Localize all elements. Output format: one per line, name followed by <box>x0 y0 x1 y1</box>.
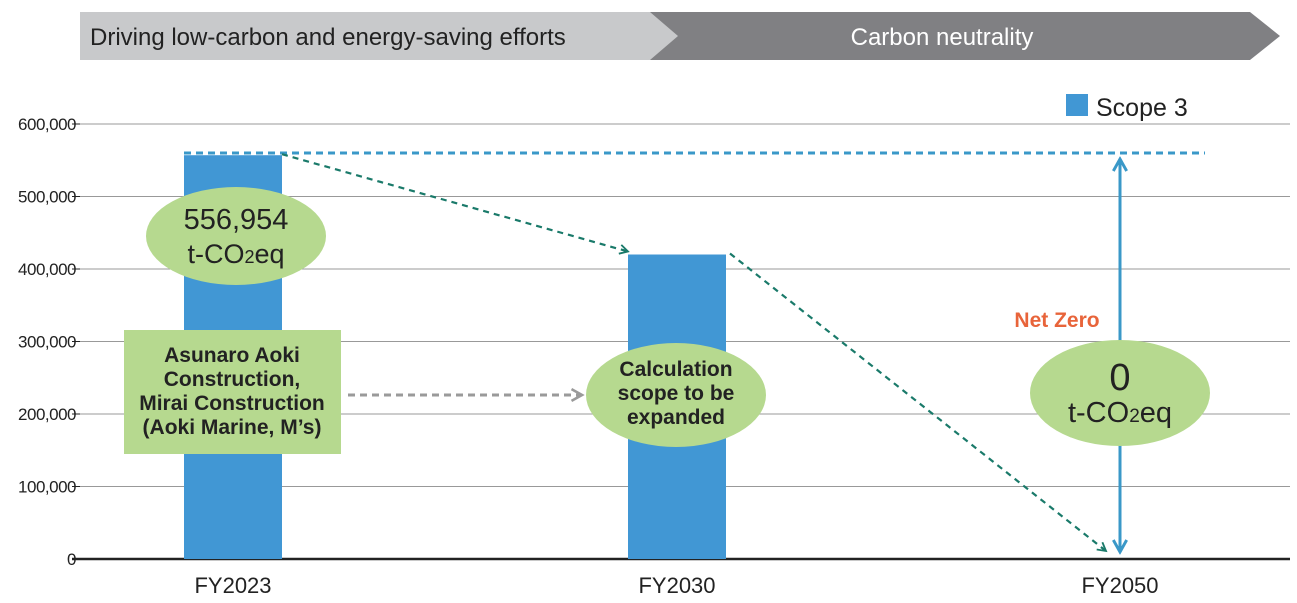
y-tick-label: 100,000 <box>18 478 76 497</box>
unit-tail: eq <box>254 239 284 269</box>
y-tick-label: 400,000 <box>18 260 76 279</box>
fy2030-note-line: scope to be <box>618 382 735 405</box>
fy2023-value-label: 556,954 <box>184 204 289 236</box>
phase-label-2: Carbon neutrality <box>851 24 1034 51</box>
x-axis-ticks: FY2023 FY2030 FY2050 <box>194 573 1158 598</box>
company-box <box>124 330 341 454</box>
company-box-line: (Aoki Marine, M’s) <box>143 416 322 439</box>
company-box-line: Mirai Construction <box>139 392 325 415</box>
x-tick-label: FY2030 <box>638 573 715 598</box>
net-zero-label: Net Zero <box>1014 309 1099 332</box>
phase-label-1: Driving low-carbon and energy-saving eff… <box>90 24 566 51</box>
y-tick-label: 200,000 <box>18 405 76 424</box>
trend-arrow-2030-2050 <box>729 252 1106 552</box>
fy2030-note-line: expanded <box>627 406 725 429</box>
phase-banner: Driving low-carbon and energy-saving eff… <box>80 12 1280 60</box>
phase-banner-dark <box>650 12 1280 60</box>
unit-main: t-CO <box>187 239 244 269</box>
unit-sub: 2 <box>244 247 254 267</box>
fy2050-value-label: 0 <box>1109 357 1130 399</box>
y-tick-label: 600,000 <box>18 115 76 134</box>
company-box-line: Asunaro Aoki <box>164 344 300 367</box>
y-tick-label: 300,000 <box>18 333 76 352</box>
unit-tail: eq <box>1140 397 1172 429</box>
fy2023-value-ellipse <box>146 187 326 285</box>
x-tick-label: FY2023 <box>194 573 271 598</box>
legend-swatch <box>1066 94 1088 116</box>
legend: Scope 3 <box>1066 94 1188 122</box>
x-tick-label: FY2050 <box>1081 573 1158 598</box>
fy2023-unit-label: t-CO2eq <box>187 239 284 269</box>
unit-sub: 2 <box>1129 406 1140 427</box>
fy2030-note-line: Calculation <box>619 358 732 381</box>
y-axis-ticks: 0 100,000 200,000 300,000 400,000 500,000 600,… <box>18 115 80 569</box>
legend-label: Scope 3 <box>1096 94 1188 122</box>
company-box-line: Construction, <box>164 368 301 391</box>
trend-arrow-2023-2030 <box>281 153 628 251</box>
fy2030-note-ellipse <box>586 343 766 447</box>
unit-main: t-CO <box>1068 397 1129 429</box>
fy2050-value-ellipse <box>1030 340 1210 446</box>
phase-banner-light <box>80 12 678 60</box>
y-tick-label: 500,000 <box>18 188 76 207</box>
fy2050-unit-label: t-CO2eq <box>1068 397 1172 429</box>
y-tick-label: 0 <box>67 550 76 569</box>
